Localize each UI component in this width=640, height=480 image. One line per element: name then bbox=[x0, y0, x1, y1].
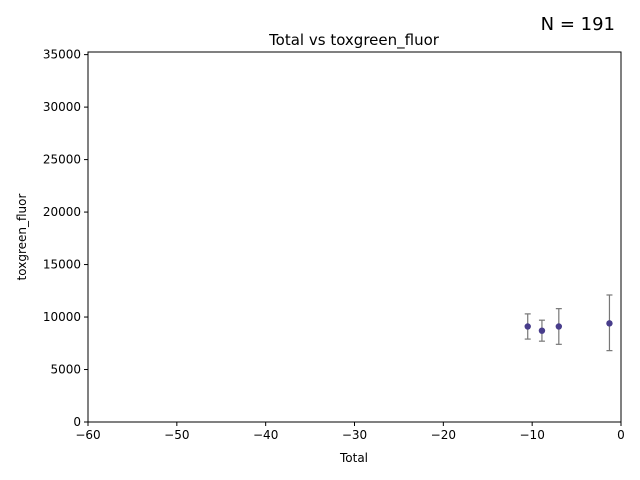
plot-area bbox=[524, 294, 613, 352]
y-tick-label: 30000 bbox=[43, 100, 81, 114]
y-axis-ticks: 0 5000 10000 15000 20000 25000 30000 35000 bbox=[43, 48, 88, 429]
x-axis-ticks: −60 −50 −40 −30 −20 −10 0 bbox=[75, 422, 625, 442]
chart-title: Total vs toxgreen_fluor bbox=[268, 31, 440, 50]
y-tick-label: 15000 bbox=[43, 258, 81, 272]
axes-frame bbox=[87, 51, 622, 423]
data-point bbox=[555, 323, 563, 330]
data-point bbox=[538, 327, 546, 334]
y-tick-label: 35000 bbox=[43, 48, 81, 62]
y-axis-label: toxgreen_fluor bbox=[15, 194, 29, 281]
sample-size-annotation: N = 191 bbox=[541, 14, 615, 35]
y-tick-label: 10000 bbox=[43, 310, 81, 324]
x-tick-label: 0 bbox=[617, 428, 625, 442]
x-tick-label: −30 bbox=[342, 428, 367, 442]
x-tick-label: −60 bbox=[75, 428, 100, 442]
x-tick-label: −40 bbox=[253, 428, 278, 442]
y-tick-label: 25000 bbox=[43, 153, 81, 167]
y-tick-label: 0 bbox=[73, 415, 81, 429]
x-tick-label: −10 bbox=[520, 428, 545, 442]
x-tick-label: −50 bbox=[164, 428, 189, 442]
y-tick-label: 20000 bbox=[43, 205, 81, 219]
data-point bbox=[606, 320, 613, 327]
y-tick-label: 5000 bbox=[50, 363, 81, 377]
x-tick-label: −20 bbox=[431, 428, 456, 442]
data-point bbox=[524, 323, 531, 330]
x-axis-label: Total bbox=[339, 451, 368, 465]
